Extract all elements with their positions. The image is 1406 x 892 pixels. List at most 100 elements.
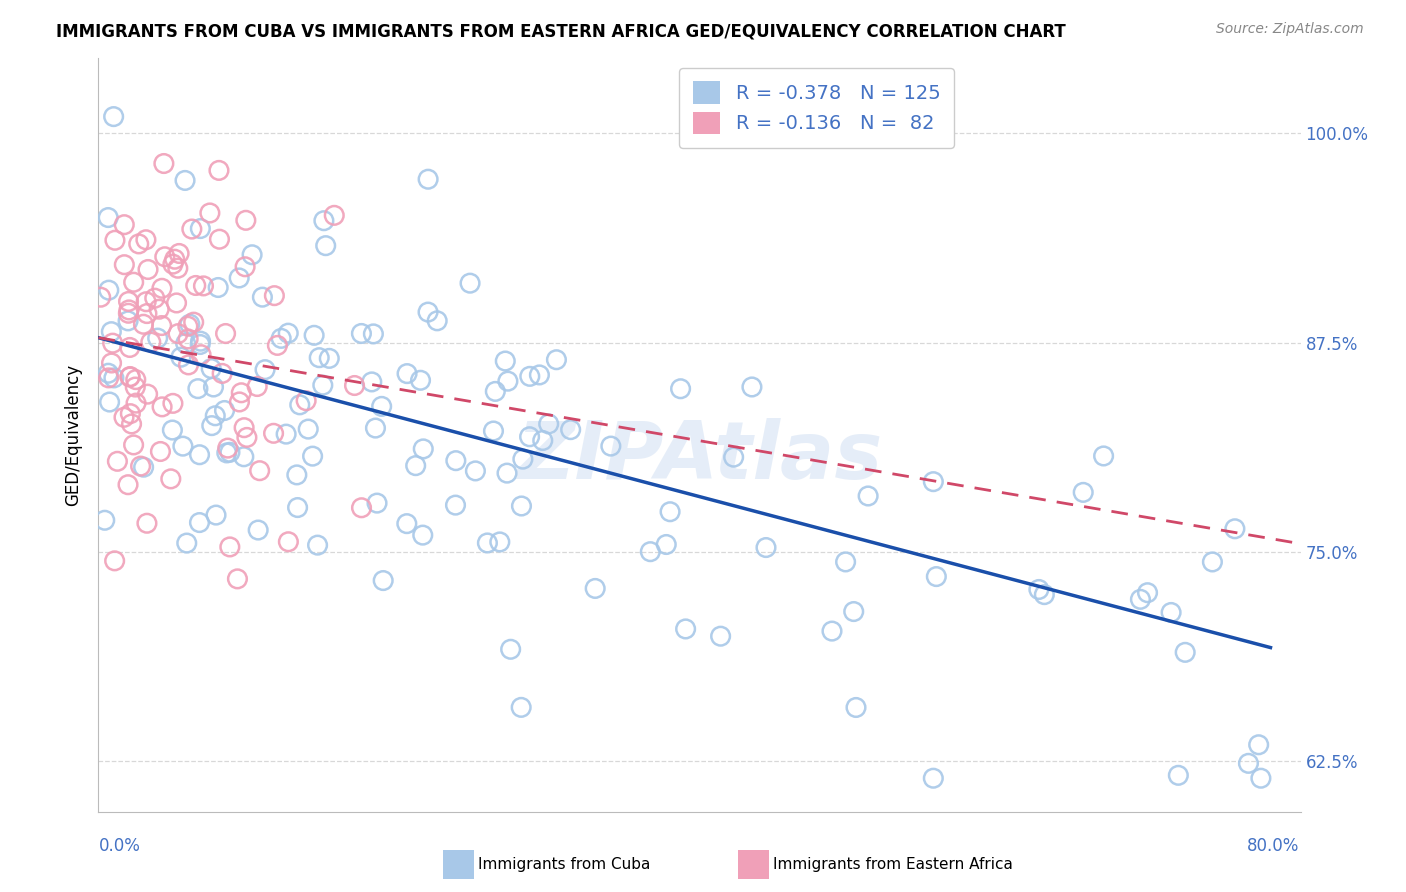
Point [132, 318, 155, 332]
Point [494, 354, 516, 368]
Point [204, 409, 226, 423]
Point [124, 380, 146, 394]
Point [1167, 768, 1189, 782]
Point [1028, 582, 1050, 597]
Point [1223, 522, 1246, 536]
Point [112, 218, 135, 232]
Point [97, 371, 120, 385]
Point [350, 326, 373, 341]
Point [233, 420, 256, 434]
Point [174, 173, 197, 187]
Point [162, 396, 184, 410]
Point [308, 351, 330, 365]
Point [167, 246, 190, 260]
Point [177, 319, 200, 334]
Point [150, 281, 173, 295]
Point [496, 466, 519, 480]
Point [396, 367, 419, 381]
Point [167, 326, 190, 341]
Point [482, 424, 505, 438]
Point [153, 250, 176, 264]
Point [100, 356, 122, 370]
Point [510, 499, 533, 513]
Point [925, 569, 948, 583]
Point [104, 554, 127, 568]
Point [187, 382, 209, 396]
Point [208, 163, 231, 178]
Point [669, 382, 692, 396]
Point [295, 393, 318, 408]
Point [118, 370, 141, 384]
Point [315, 238, 337, 252]
Legend: R = -0.378   N = 125, R = -0.136   N =  82: R = -0.378 N = 125, R = -0.136 N = 82 [679, 68, 955, 147]
Point [512, 452, 534, 467]
Point [1160, 606, 1182, 620]
Point [1129, 592, 1152, 607]
Point [288, 398, 311, 412]
Point [118, 302, 141, 317]
Point [821, 624, 844, 638]
Point [200, 361, 222, 376]
Point [537, 417, 560, 431]
Point [166, 296, 188, 310]
Point [546, 352, 568, 367]
Point [723, 450, 745, 465]
Point [675, 622, 697, 636]
Point [1071, 485, 1094, 500]
Point [228, 395, 250, 409]
Point [136, 387, 159, 401]
Point [499, 642, 522, 657]
Point [922, 771, 945, 785]
Point [218, 540, 240, 554]
Point [118, 341, 141, 355]
Point [312, 378, 335, 392]
Point [297, 422, 319, 436]
Point [117, 294, 139, 309]
Point [583, 582, 606, 596]
Point [163, 252, 186, 267]
Point [135, 294, 157, 309]
Point [100, 325, 122, 339]
Point [1033, 588, 1056, 602]
Point [172, 439, 194, 453]
Point [488, 535, 510, 549]
Point [117, 306, 139, 320]
Point [122, 275, 145, 289]
Point [228, 271, 250, 285]
Point [263, 288, 285, 302]
Point [177, 332, 200, 346]
Point [301, 449, 323, 463]
Point [1201, 555, 1223, 569]
Text: IMMIGRANTS FROM CUBA VS IMMIGRANTS FROM EASTERN AFRICA GED/EQUIVALENCY CORRELATI: IMMIGRANTS FROM CUBA VS IMMIGRANTS FROM … [56, 22, 1066, 40]
Point [741, 380, 763, 394]
Point [180, 222, 202, 236]
Point [219, 445, 242, 459]
Text: 80.0%: 80.0% [1247, 837, 1299, 855]
Point [350, 500, 373, 515]
Point [232, 450, 254, 464]
Point [143, 291, 166, 305]
Point [236, 430, 259, 444]
Point [1237, 756, 1260, 771]
Point [254, 362, 277, 376]
Point [170, 350, 193, 364]
Point [101, 336, 124, 351]
Point [176, 536, 198, 550]
Point [135, 307, 157, 321]
Point [312, 213, 335, 227]
Point [211, 367, 233, 381]
Point [343, 378, 366, 392]
Point [117, 477, 139, 491]
Point [363, 326, 385, 341]
Point [270, 331, 292, 345]
Point [105, 454, 128, 468]
Point [215, 446, 238, 460]
Point [104, 233, 127, 247]
Point [640, 544, 662, 558]
Point [496, 374, 519, 388]
Point [519, 430, 541, 444]
Text: Source: ZipAtlas.com: Source: ZipAtlas.com [1216, 22, 1364, 37]
Point [174, 336, 197, 351]
Point [214, 326, 236, 341]
Point [112, 258, 135, 272]
